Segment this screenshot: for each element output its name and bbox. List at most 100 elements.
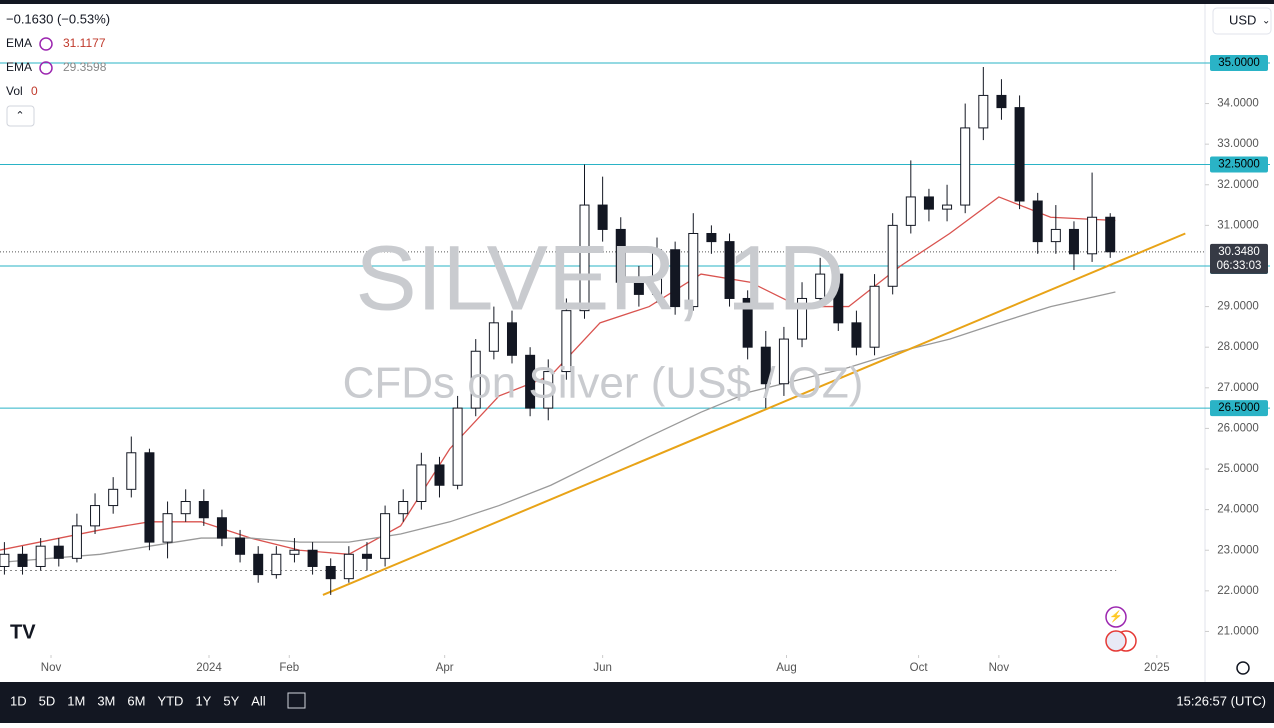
y-tick-label: 34.0000 — [1217, 98, 1259, 110]
candle-body — [325, 565, 336, 580]
candle-body — [525, 354, 536, 409]
candle-body — [0, 553, 10, 567]
candle-body — [633, 281, 644, 295]
x-tick-label: Oct — [910, 662, 929, 674]
level-box — [1210, 54, 1268, 71]
indicator-icon[interactable] — [39, 61, 53, 75]
candle-body — [1068, 228, 1079, 255]
candle-body — [126, 452, 137, 490]
y-tick-label: 31.0000 — [1217, 219, 1259, 231]
indicator-label: Vol — [6, 84, 23, 98]
y-tick-label: 22.0000 — [1217, 585, 1259, 597]
candle-body — [1087, 216, 1098, 255]
range-button[interactable]: 6M — [127, 693, 145, 708]
candle-body — [271, 553, 282, 576]
collapse-button[interactable] — [6, 105, 35, 127]
candle-body — [978, 94, 989, 129]
clock: 15:26:57 (UTC) — [1176, 693, 1266, 708]
candle-body — [71, 525, 82, 559]
candle-body — [670, 249, 681, 308]
candle-body — [108, 488, 119, 507]
level-label: 26.5000 — [1218, 402, 1260, 414]
last-price-label: 30.3480 — [1218, 246, 1260, 258]
candle-body — [488, 322, 499, 352]
level-box — [1210, 156, 1268, 173]
candle-body — [797, 297, 808, 340]
collapse-icon: ⌃ — [15, 110, 24, 122]
event-bolt: ⚡ — [1109, 610, 1123, 623]
candle-body — [652, 249, 663, 295]
candle-body — [869, 285, 880, 348]
range-button[interactable]: All — [251, 693, 266, 708]
candle-body — [851, 322, 862, 348]
range-button[interactable]: 1Y — [195, 693, 211, 708]
range-button[interactable]: 1M — [67, 693, 85, 708]
level-label: 35.0000 — [1218, 57, 1260, 69]
indicator-value: 29.3598 — [63, 60, 107, 74]
candle-body — [235, 537, 246, 555]
y-tick-label: 32.0000 — [1217, 179, 1259, 191]
candle-body — [144, 452, 155, 543]
candle-body — [996, 94, 1007, 109]
candle-body — [1032, 200, 1043, 243]
candle-body — [760, 346, 771, 385]
candle-body — [778, 338, 789, 385]
y-tick-label: 21.0000 — [1217, 625, 1259, 637]
range-button[interactable]: 1D — [10, 693, 27, 708]
range-button[interactable]: 3M — [97, 693, 115, 708]
candle-body — [53, 545, 64, 559]
candle-body — [1050, 228, 1061, 243]
candle-body — [706, 232, 717, 243]
settings-icon[interactable] — [1236, 661, 1250, 675]
date-range-icon[interactable] — [287, 692, 306, 709]
event-icon[interactable] — [1105, 606, 1127, 628]
candle-body — [198, 501, 209, 519]
range-button[interactable]: 5D — [39, 693, 56, 708]
candle-body — [434, 464, 445, 486]
candle-body — [543, 371, 554, 409]
candle-body — [452, 407, 463, 486]
candle-body — [470, 350, 481, 409]
range-button[interactable]: 5Y — [223, 693, 239, 708]
y-tick-label: 26.0000 — [1217, 422, 1259, 434]
x-tick-label: Apr — [436, 662, 454, 674]
candle-body — [380, 513, 391, 559]
candle-body — [688, 232, 699, 308]
candle-body — [343, 553, 354, 580]
x-tick-label: Nov — [41, 662, 62, 674]
last-price-box — [1210, 243, 1268, 274]
toolbar — [0, 682, 1274, 723]
candle-body — [923, 196, 934, 210]
y-tick-label: 33.0000 — [1217, 138, 1259, 150]
indicator-label: EMA — [6, 36, 32, 50]
candle-body — [833, 273, 844, 324]
indicator-icon[interactable] — [39, 37, 53, 51]
candle-body — [35, 545, 46, 567]
candle-body — [887, 224, 898, 287]
x-tick-label: Jun — [593, 662, 612, 674]
trendline — [322, 232, 1186, 596]
y-tick-label: 28.0000 — [1217, 341, 1259, 353]
currency[interactable]: USD — [1229, 12, 1256, 27]
candle-body — [597, 204, 608, 230]
flag-icon[interactable] — [1105, 630, 1127, 652]
y-tick-label: 27.0000 — [1217, 382, 1259, 394]
candle-body — [361, 553, 372, 559]
candle-body — [1014, 107, 1025, 202]
top-strip — [0, 0, 1274, 4]
candle-body — [180, 501, 191, 515]
currency-select[interactable] — [1212, 7, 1272, 35]
candle-body — [253, 553, 264, 576]
candle-body — [17, 553, 28, 567]
level-box — [1210, 400, 1268, 417]
level-label: 32.5000 — [1218, 158, 1260, 170]
candle-body — [561, 310, 572, 373]
y-tick-label: 23.0000 — [1217, 544, 1259, 556]
y-tick-label: 24.0000 — [1217, 504, 1259, 516]
range-button[interactable]: YTD — [157, 693, 183, 708]
candle-body — [742, 297, 753, 348]
indicator-value: 0 — [31, 84, 38, 98]
candle-body — [289, 549, 300, 555]
countdown: 06:33:03 — [1217, 260, 1262, 272]
